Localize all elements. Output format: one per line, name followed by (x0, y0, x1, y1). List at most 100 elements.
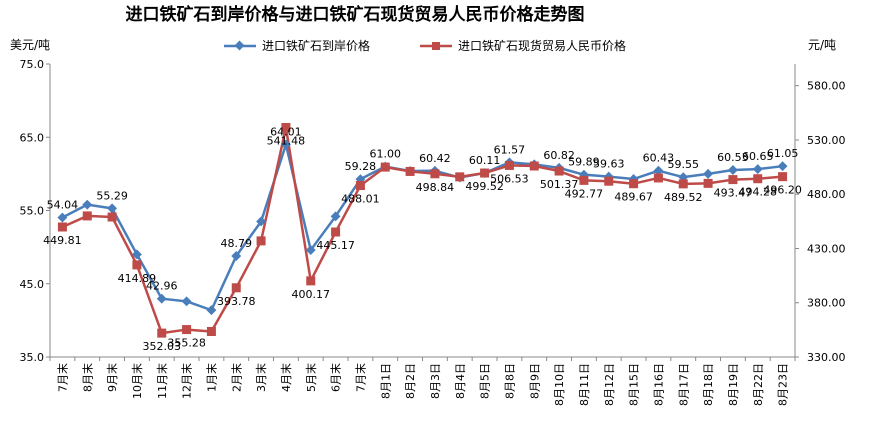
x-tick-label: 11月末 (155, 363, 169, 399)
cny-data-label: 352.03 (143, 340, 182, 353)
usd-price-point (82, 199, 93, 210)
x-tick-label: 8月12日 (603, 363, 616, 406)
left-axis-unit: 美元/吨 (10, 38, 50, 52)
cny-price-point (504, 160, 514, 170)
x-tick-label: 8月5日 (479, 363, 492, 399)
usd-price-point (181, 296, 192, 307)
x-tick-label: 2月末 (229, 363, 243, 392)
right-tick-label: 530.00 (807, 134, 846, 147)
usd-data-label: 60.43 (643, 152, 675, 165)
chart-title: 进口铁矿石到岸价格与进口铁矿石现货贸易人民币价格走势图 (126, 4, 585, 25)
cny-data-label: 493.47 (714, 187, 753, 200)
series-markers (57, 123, 788, 338)
cny-price-point (355, 181, 365, 191)
usd-price-point (703, 168, 714, 179)
usd-data-label: 55.29 (96, 189, 128, 202)
x-tick-label: 8月17日 (677, 363, 690, 406)
x-tick-label: 3月末 (254, 363, 268, 392)
cny-data-label: 489.52 (664, 191, 703, 204)
right-tick-label: 480.00 (807, 188, 846, 201)
usd-price-point (653, 165, 664, 176)
right-axis-unit: 元/吨 (808, 38, 836, 52)
x-tick-label: 8月18日 (702, 363, 715, 406)
left-tick-label: 55.0 (20, 205, 45, 218)
legend-label-cny: 进口铁矿石现货贸易人民币价格 (458, 38, 626, 53)
x-tick-label: 1月末 (204, 363, 218, 392)
cny-price-point (107, 212, 117, 222)
usd-data-label: 61.57 (494, 143, 526, 156)
right-tick-label: 330.00 (807, 351, 846, 364)
cny-data-label: 496.20 (763, 184, 802, 197)
usd-price-point (107, 203, 118, 214)
cny-price-point (57, 222, 67, 232)
usd-data-label: 64.01 (270, 126, 302, 139)
usd-price-point (752, 164, 763, 175)
left-tick-label: 35.0 (20, 351, 45, 364)
x-tick-label: 10月末 (130, 363, 144, 399)
cny-price-point (182, 325, 192, 335)
x-tick-label: 7月末 (353, 363, 367, 392)
cny-data-label: 494.28 (739, 186, 778, 199)
cny-price-point (703, 178, 713, 188)
cny-price-point (132, 260, 142, 270)
cny-data-label: 393.78 (217, 295, 256, 308)
cny-price-point (82, 211, 92, 221)
usd-data-label: 48.79 (221, 237, 253, 250)
usd-data-label: 59.63 (593, 158, 625, 171)
usd-data-label: 60.82 (543, 149, 575, 162)
x-tick-label: 8月3日 (429, 363, 442, 399)
cny-price-point (629, 179, 639, 189)
right-tick-label: 580.00 (807, 80, 846, 93)
x-tick-label: 8月15日 (628, 363, 641, 406)
cny-price-point (455, 172, 465, 182)
cny-price-point (306, 276, 316, 286)
cny-price-point (529, 161, 539, 171)
cny-data-label: 506.53 (490, 172, 529, 185)
legend-marker-usd (234, 40, 245, 51)
cny-price-point (728, 175, 738, 185)
usd-price-point (305, 245, 316, 256)
cny-price-point (256, 236, 266, 246)
axes: 35.0 45.0 55.0 65.0 75.0 330.00 380.00 430.00 48… (20, 58, 846, 406)
legend-marker-cny (432, 42, 440, 50)
cny-data-label: 489.67 (614, 191, 653, 204)
usd-price-point (206, 305, 217, 316)
usd-price-point (256, 216, 267, 227)
cny-data-label: 355.28 (167, 337, 206, 350)
x-tick-label: 8月10日 (553, 363, 566, 406)
x-tick-label: 12月末 (180, 363, 194, 399)
x-tick-label: 8月8日 (503, 363, 516, 399)
x-tick-label: 5月末 (304, 363, 318, 392)
cny-price-point (753, 174, 763, 184)
cny-price-point (480, 168, 490, 178)
cny-price-point (778, 172, 788, 182)
usd-data-label: 59.28 (345, 160, 377, 173)
cny-price-point (430, 169, 440, 179)
usd-data-label: 61.05 (767, 147, 799, 160)
cny-data-label: 488.01 (341, 193, 380, 206)
legend-label-usd: 进口铁矿石到岸价格 (262, 38, 370, 53)
cny-price-point (231, 283, 241, 293)
usd-price-point (727, 165, 738, 175)
usd-data-label: 60.11 (469, 154, 501, 167)
cny-data-label: 499.52 (465, 180, 504, 193)
cny-data-label: 449.81 (43, 234, 82, 247)
left-tick-label: 75.0 (20, 58, 45, 71)
left-tick-label: 45.0 (20, 278, 45, 291)
x-tick-label: 8月4日 (454, 363, 467, 399)
x-tick-label: 8月9日 (528, 363, 541, 399)
usd-data-label: 59.55 (668, 158, 700, 171)
x-tick-label: 8月22日 (752, 363, 765, 406)
x-tick-label: 8月11日 (578, 363, 591, 406)
x-tick-label: 9月末 (105, 363, 119, 392)
usd-price-point (156, 293, 167, 304)
cny-price-point (157, 328, 167, 338)
cny-data-label: 498.84 (416, 181, 455, 194)
cny-data-label: 492.77 (565, 187, 604, 200)
cny-price-point (206, 326, 216, 336)
cny-price-point (405, 166, 415, 176)
cny-data-label: 501.37 (540, 178, 579, 191)
usd-data-label: 42.96 (146, 280, 178, 293)
